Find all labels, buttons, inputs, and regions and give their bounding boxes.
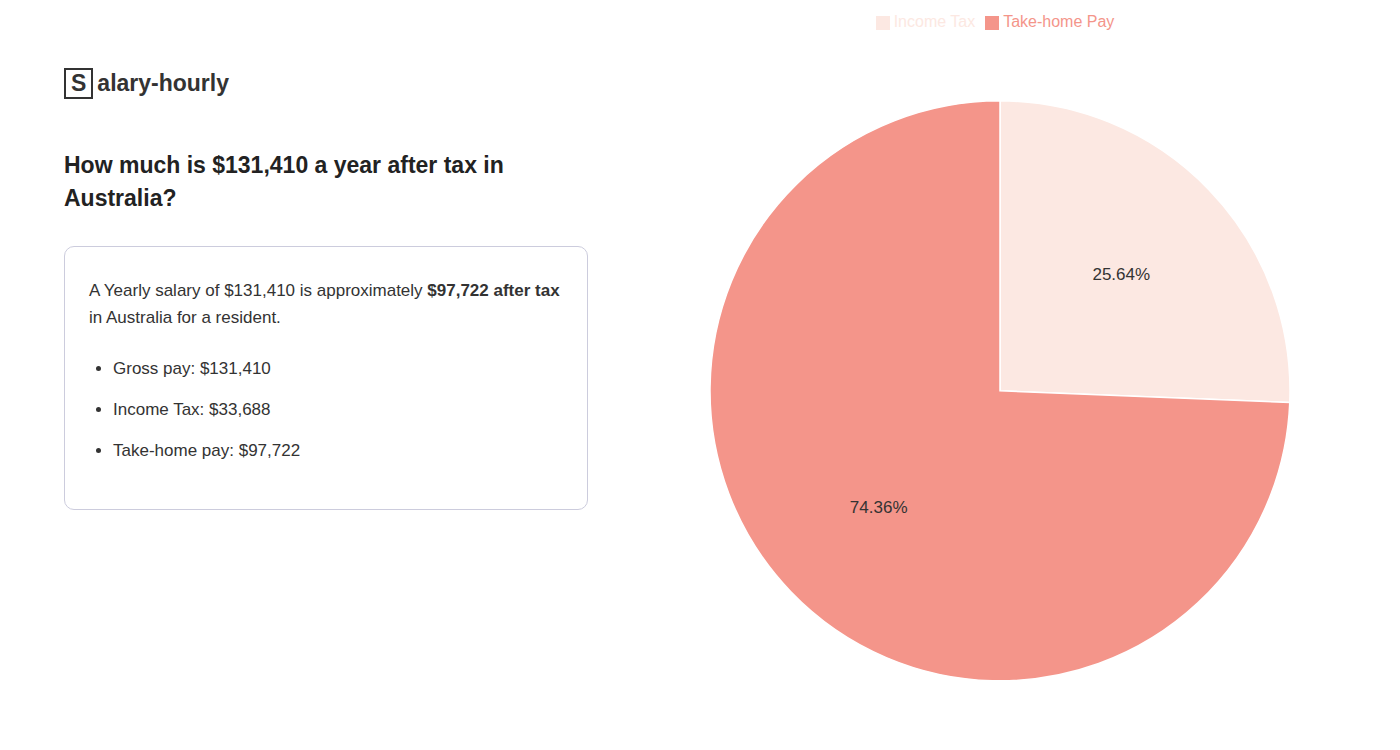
- svg-text:25.64%: 25.64%: [1092, 265, 1150, 284]
- html-text:A Yearly salary of $131,410 is: A Yearly salary of $131,410 is approxima…: [89, 280, 560, 300]
- html-text:Take-home Pay: Take-home Pay: [1003, 13, 1115, 30]
- html-text:Income Tax: $33,688: Income Tax: $33,688: [113, 400, 271, 420]
- html-text:alary-hourly: alary-hourly: [97, 70, 229, 96]
- svg-text:74.36%: 74.36%: [850, 498, 908, 517]
- html-text:How much is $131,410 a year af: How much is $131,410 a year after tax in…: [64, 152, 504, 212]
- html-text:S: S: [71, 70, 87, 96]
- html-text:Income Tax: Income Tax: [893, 13, 976, 30]
- html-text:Take-home pay: $97,722: Take-home pay: $97,722: [113, 441, 301, 461]
- html-text:in Australia for a resident.: in Australia for a resident.: [89, 307, 281, 327]
- html-text:Gross pay: $131,410: Gross pay: $131,410: [113, 359, 271, 379]
